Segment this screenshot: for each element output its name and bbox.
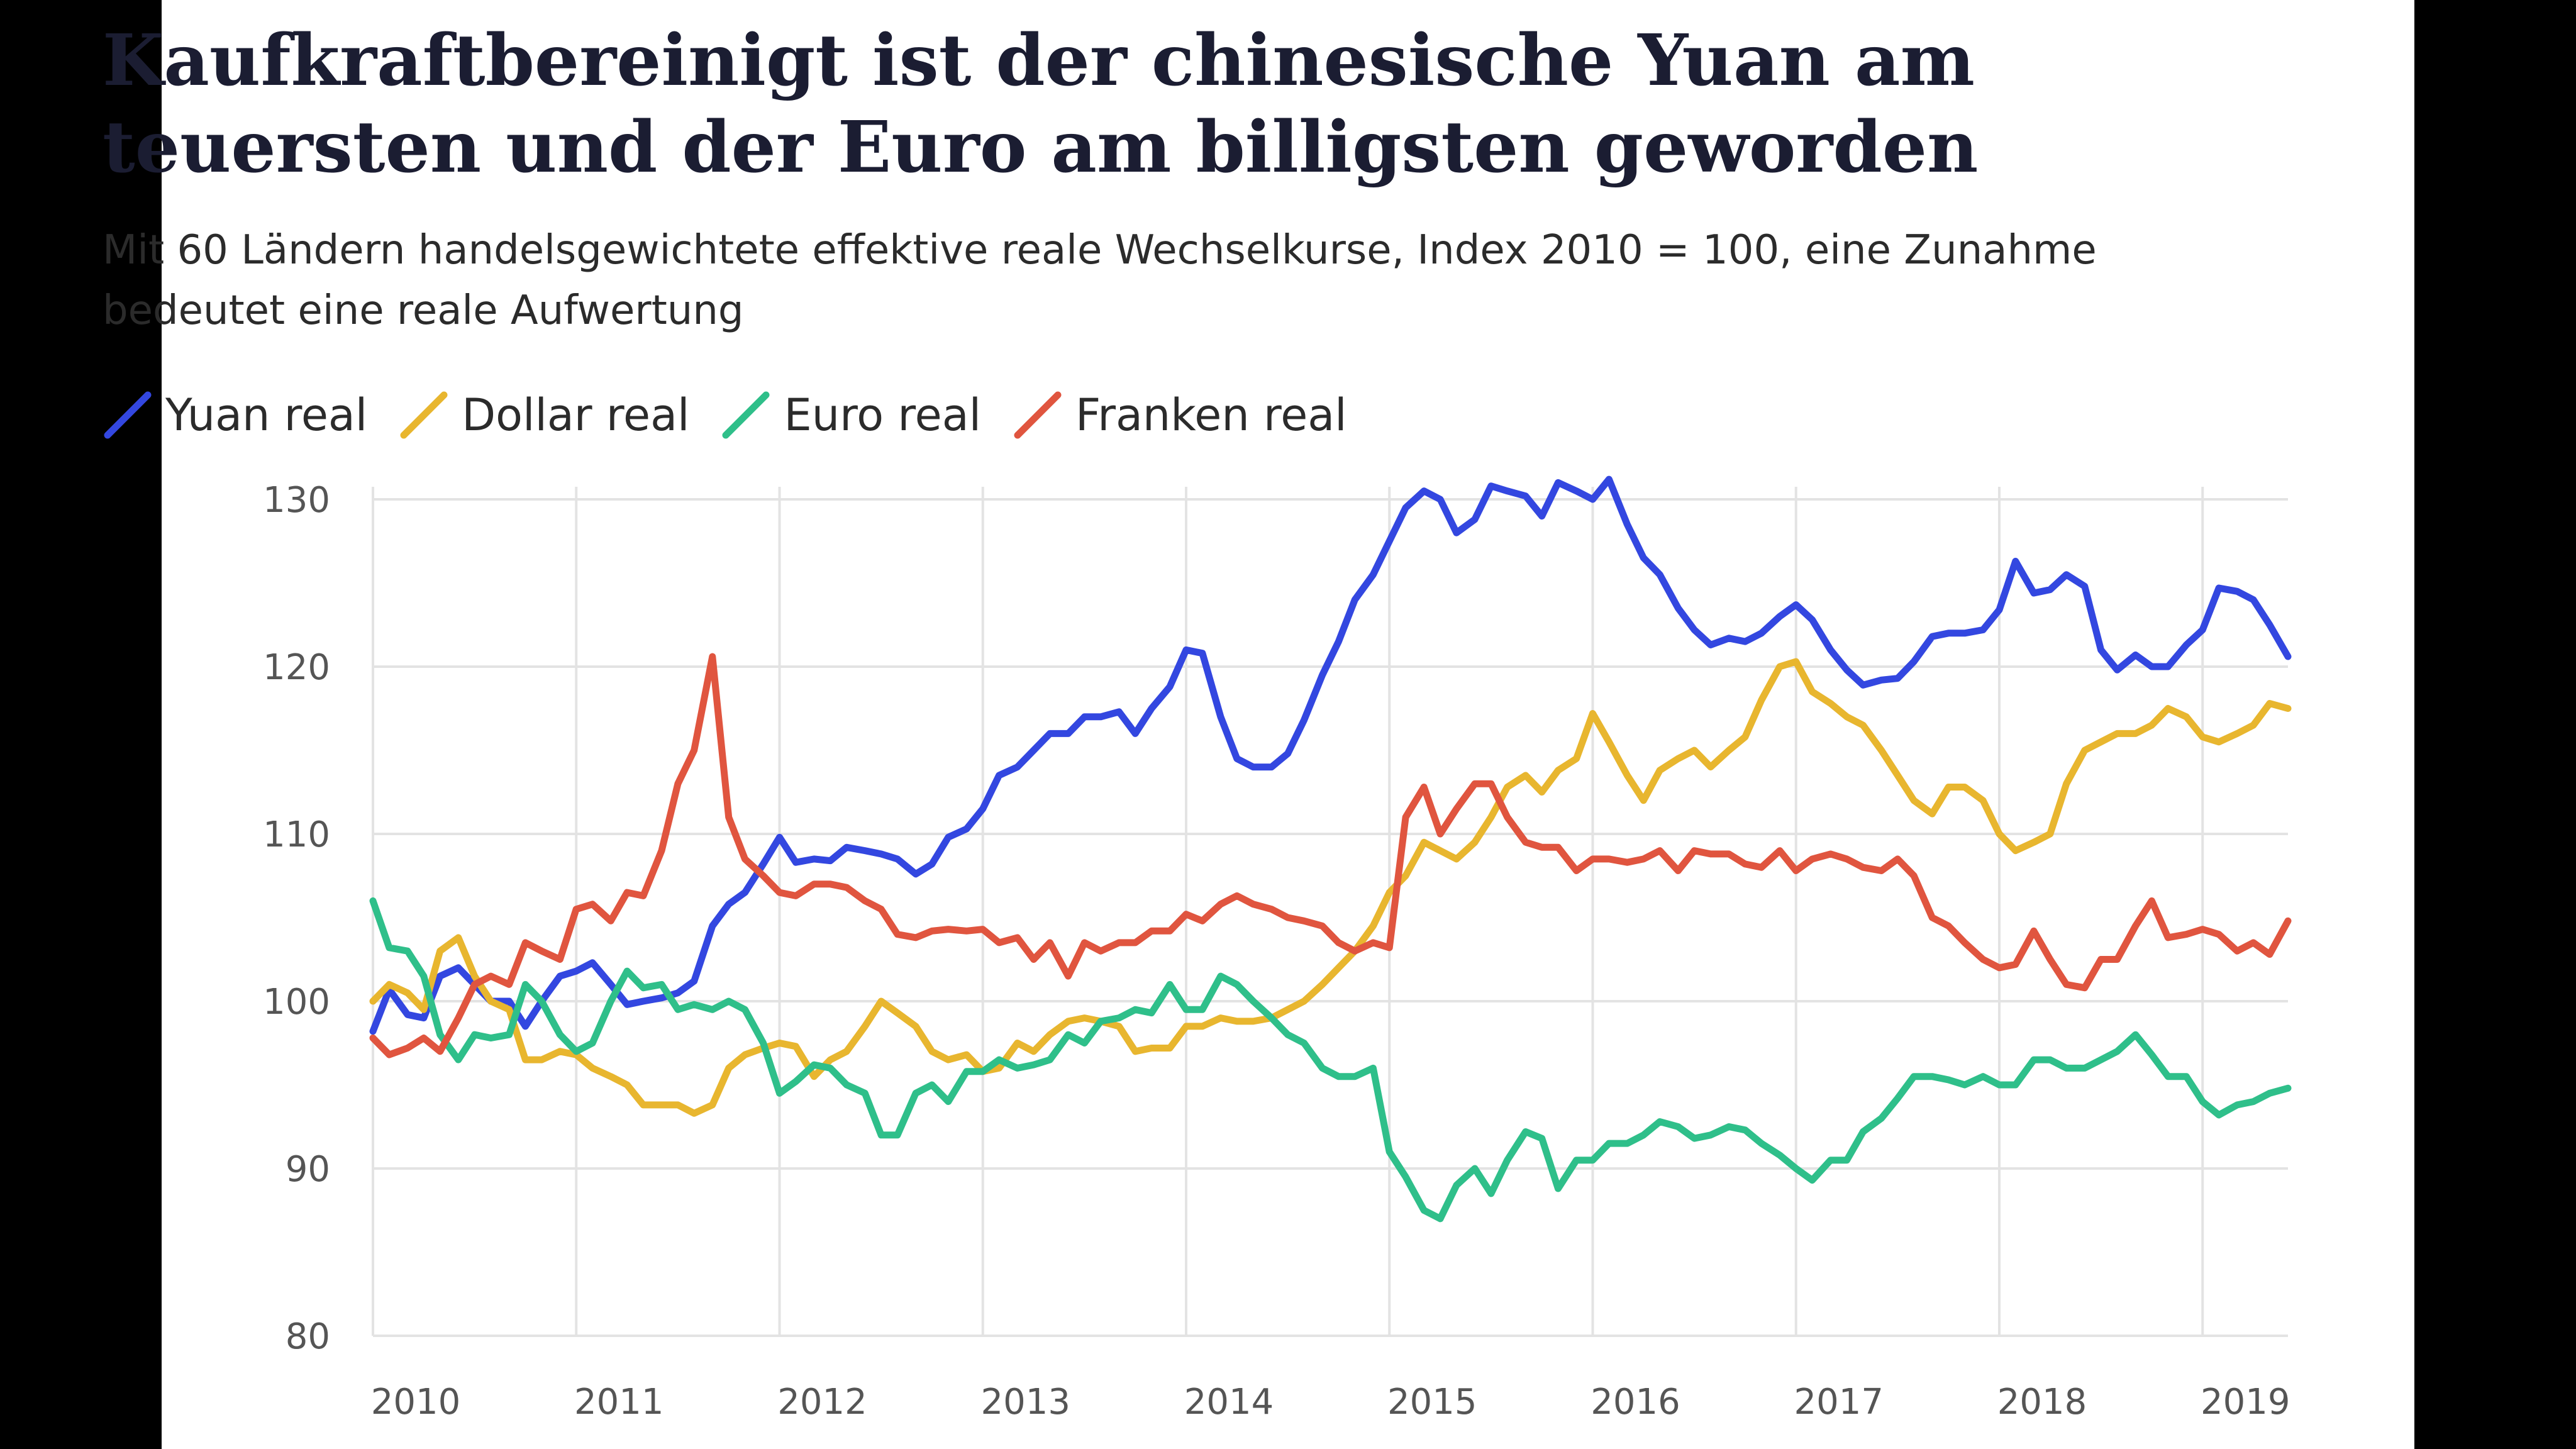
- x-tick-label-3: 2013: [980, 1382, 1070, 1423]
- legend-label-yuan: Yuan real: [165, 389, 368, 441]
- chart-series: [369, 475, 2292, 1223]
- legend-swatch-franken: [1014, 391, 1062, 439]
- x-tick-label-2: 2012: [777, 1382, 867, 1423]
- legend-item-dollar: Dollar real: [399, 389, 689, 441]
- x-tick-label-5: 2015: [1387, 1382, 1477, 1423]
- x-tick-label-1: 2011: [574, 1382, 664, 1423]
- y-tick-label-0: 130: [263, 480, 330, 521]
- legend-swatch-yuan: [104, 391, 152, 439]
- legend-swatch-euro: [722, 391, 770, 439]
- series-line-euro-real: [369, 897, 2292, 1223]
- y-tick-label-2: 110: [263, 814, 330, 855]
- legend-swatch-euro-line: [722, 391, 770, 439]
- y-tick-label-3: 100: [263, 982, 330, 1023]
- legend-label-dollar: Dollar real: [462, 389, 690, 441]
- legend-swatch-dollar-line: [400, 391, 448, 439]
- legend-item-franken: Franken real: [1013, 389, 1347, 441]
- x-tick-label-4: 2014: [1184, 1382, 1274, 1423]
- legend-swatch-yuan-line: [104, 391, 152, 439]
- y-tick-label-4: 90: [286, 1149, 330, 1190]
- legend-label-euro: Euro real: [784, 389, 982, 441]
- y-tick-label-5: 80: [286, 1316, 330, 1357]
- legend-item-yuan: Yuan real: [103, 389, 367, 441]
- series-line-yuan-real: [369, 475, 2292, 1035]
- x-tick-label-9: 2019: [2201, 1382, 2290, 1423]
- legend-label-franken: Franken real: [1075, 389, 1347, 441]
- y-axis-ticks: 130 120 110 100 90 80: [263, 480, 330, 1357]
- legend-swatch-franken-line: [1014, 391, 1062, 439]
- chart-panel: [162, 0, 2414, 1449]
- y-tick-label-1: 120: [263, 647, 330, 688]
- legend: Yuan real Dollar real Euro real Franken …: [103, 384, 1379, 447]
- chart-grid: [372, 487, 2288, 1337]
- x-axis-ticks: 2010 2011 2012 2013 2014 2015 2016 2017 2018 2019: [371, 1382, 2290, 1423]
- x-tick-label-7: 2017: [1794, 1382, 1884, 1423]
- series-line-franken-real: [369, 653, 2292, 1058]
- legend-swatch-dollar: [400, 391, 448, 439]
- x-tick-label-8: 2018: [1997, 1382, 2087, 1423]
- chart-title: Kaufkraftbereinigt ist der chinesische Y…: [103, 19, 1979, 189]
- x-tick-label-0: 2010: [371, 1382, 461, 1423]
- x-tick-label-6: 2016: [1591, 1382, 1680, 1423]
- series-line-dollar-real: [369, 658, 2292, 1117]
- chart-subtitle: Mit 60 Ländern handelsgewichtete effekti…: [103, 227, 2097, 334]
- legend-item-euro: Euro real: [721, 389, 981, 441]
